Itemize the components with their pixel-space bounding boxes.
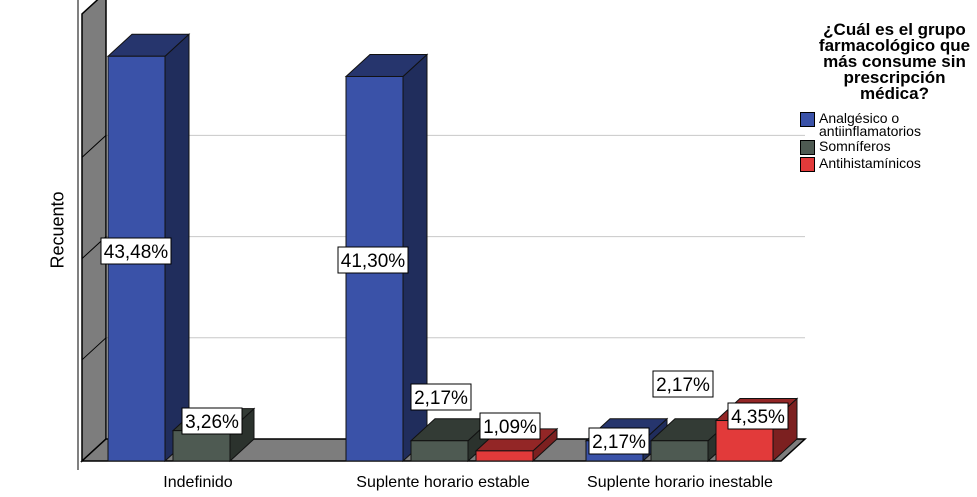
y-axis-label: Recuento — [47, 191, 68, 269]
data-label: 2,17% — [592, 432, 646, 453]
legend-item: Analgésico o antiinflamatorios — [800, 110, 977, 139]
data-label: 4,35% — [731, 407, 785, 428]
bar — [410, 440, 469, 462]
legend-swatch — [800, 140, 815, 155]
data-label-box — [181, 407, 243, 435]
legend-label: Somníferos — [819, 138, 891, 154]
data-label-box — [588, 427, 650, 455]
side-wall — [81, 0, 107, 463]
data-label-box — [410, 383, 472, 411]
legend-items: Analgésico o antiinflamatorios Somníferos… — [800, 110, 977, 172]
data-label-box — [479, 412, 541, 440]
back-wall — [106, 0, 805, 439]
legend-label: Analgésico o antiinflamatorios — [819, 110, 921, 139]
x-tick-label: Suplente horario inestable — [587, 474, 773, 491]
x-tick-label: Suplente horario estable — [356, 474, 530, 491]
data-label-box — [727, 402, 789, 430]
data-label: 41,30% — [341, 251, 406, 272]
data-label: 2,17% — [656, 375, 710, 396]
bar — [650, 440, 709, 462]
wall-tick — [81, 135, 107, 158]
data-label: 3,26% — [185, 412, 239, 433]
data-label-box — [100, 237, 172, 265]
legend-swatch — [800, 112, 815, 127]
data-label-box — [652, 370, 714, 398]
legend: ¿Cuál es el grupo farmacológico que más … — [800, 20, 977, 174]
legend-title: ¿Cuál es el grupo farmacológico que más … — [818, 20, 971, 103]
data-label-box — [337, 246, 409, 274]
legend-item: Antihistamínicos — [800, 155, 977, 172]
legend-swatch — [800, 157, 815, 172]
legend-item: Somníferos — [800, 138, 977, 155]
bar — [172, 430, 231, 462]
legend-label: Antihistamínicos — [819, 155, 921, 171]
wall-tick — [81, 337, 107, 361]
x-tick-label: Indefinido — [163, 474, 232, 491]
data-label: 43,48% — [104, 242, 169, 263]
bar — [475, 450, 534, 462]
data-label: 2,17% — [414, 388, 468, 409]
data-label: 1,09% — [483, 417, 537, 438]
